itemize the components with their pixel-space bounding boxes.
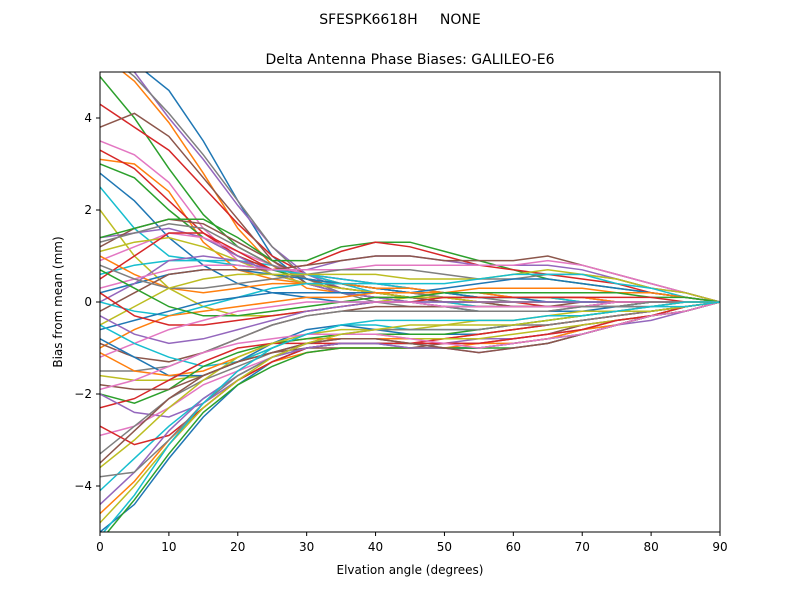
series-line-29	[100, 269, 720, 326]
x-tick-label: 50	[437, 540, 452, 554]
series-line-60	[102, 301, 720, 532]
y-axis: −4 −2 0 2 4	[74, 111, 100, 493]
series-line-27	[100, 259, 720, 303]
y-tick-label: 2	[84, 203, 92, 217]
series-lines	[100, 72, 720, 532]
x-tick-label: 0	[96, 540, 104, 554]
y-tick-label: −2	[74, 387, 92, 401]
y-axis-label: Bias from mean (mm)	[51, 236, 65, 367]
chart-title: Delta Antenna Phase Biases: GALILEO-E6	[265, 52, 554, 68]
y-tick-label: 4	[84, 111, 92, 125]
x-tick-label: 60	[506, 540, 521, 554]
series-line-37	[100, 301, 720, 358]
y-tick-label: −4	[74, 479, 92, 493]
figure-suptitle: SFESPK6618H NONE	[319, 12, 481, 28]
x-tick-label: 30	[299, 540, 314, 554]
x-tick-label: 80	[643, 540, 658, 554]
y-tick-label: 0	[84, 295, 92, 309]
series-line-57	[100, 301, 720, 391]
x-tick-label: 40	[368, 540, 383, 554]
x-axis-label: Elvation angle (degrees)	[337, 563, 484, 577]
x-tick-label: 70	[575, 540, 590, 554]
x-tick-label: 20	[230, 540, 245, 554]
series-line-33	[100, 269, 720, 317]
series-line-30	[100, 273, 720, 317]
x-axis: 0 10 20 30 40 50 60 70 80 90	[96, 532, 728, 554]
x-tick-label: 90	[712, 540, 727, 554]
x-tick-label: 10	[161, 540, 176, 554]
